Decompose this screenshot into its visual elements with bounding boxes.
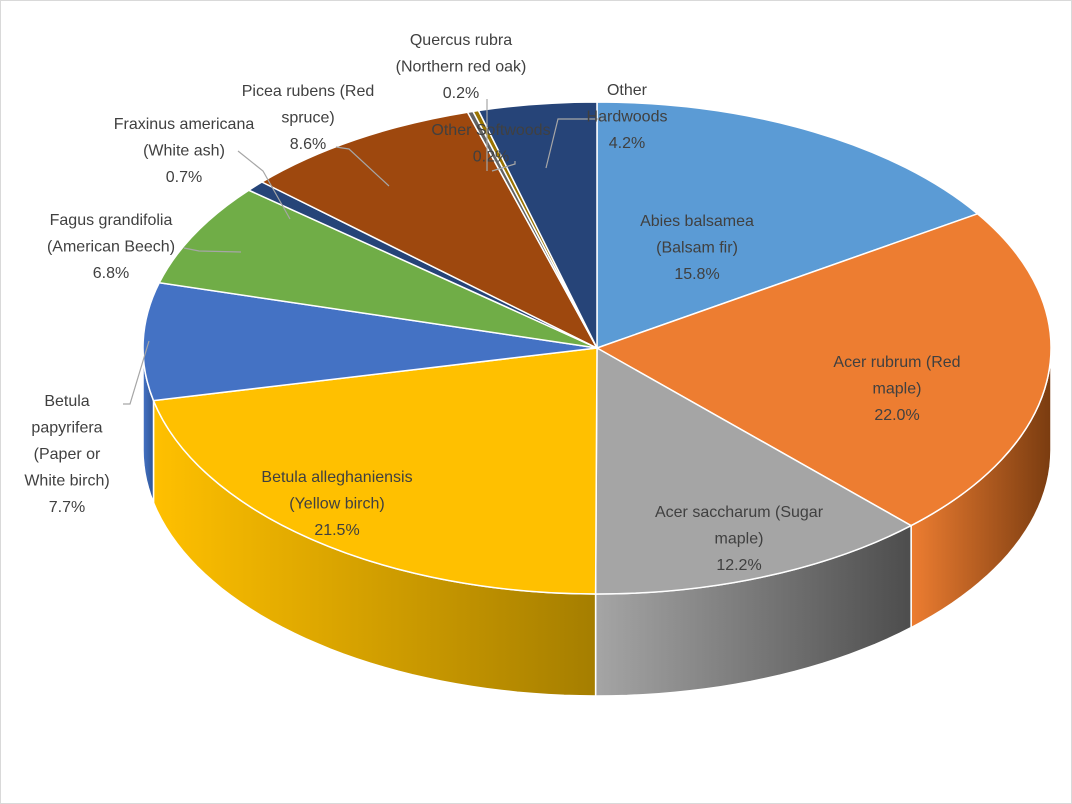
leader-line-5: [183, 247, 242, 253]
data-label-0: Abies balsamea (Balsam fir) 15.8%: [640, 213, 754, 283]
pie-slice-7: [260, 111, 599, 350]
data-label-4: Betula papyrifera (Paper or White birch) 7.7…: [24, 393, 109, 516]
pie-slice-0: [596, 101, 979, 350]
leader-line-4: [123, 340, 150, 405]
data-label-1: Acer rubrum (Red maple) 22.0%: [833, 354, 960, 424]
pie-slice-5: [158, 189, 598, 349]
data-label-7: Picea rubens (Red spruce) 8.6%: [242, 83, 375, 153]
data-label-8: Other Softwoods 0.2%: [431, 122, 550, 166]
data-label-6: Fraxinus americana (White ash) 0.7%: [114, 116, 255, 186]
pie-slice-2: [594, 346, 913, 595]
data-label-3: Betula alleghaniensis (Yellow birch) 21.5%: [261, 469, 412, 539]
leader-line-8: [491, 161, 516, 172]
data-label-5: Fagus grandifolia (American Beech) 6.8%: [47, 212, 175, 282]
pie-slice-3: [152, 347, 598, 595]
leader-line-6: [237, 150, 291, 220]
data-label-10: Other Hardwoods 4.2%: [587, 82, 668, 152]
data-label-9: Quercus rubra (Northern red oak) 0.2%: [396, 32, 527, 102]
leader-line-10: [545, 118, 603, 169]
leader-line-7: [335, 146, 390, 187]
data-labels: Abies balsamea (Balsam fir) 15.8% Acer rubr…: [24, 32, 960, 574]
pie-slice-10: [477, 101, 598, 349]
data-label-2: Acer saccharum (Sugar maple) 12.2%: [655, 504, 824, 574]
pie-slice-1: [595, 212, 1052, 527]
pie-top-faces: [142, 101, 1052, 595]
pie-side-walls: [142, 347, 1052, 697]
pie-slice-4: [142, 281, 598, 402]
